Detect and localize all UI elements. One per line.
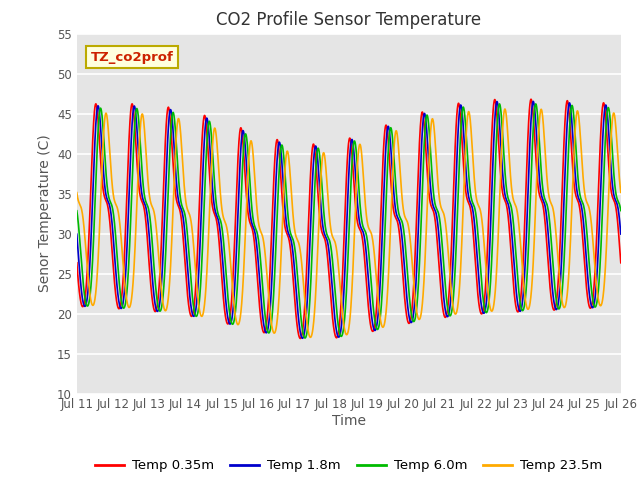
Title: CO2 Profile Sensor Temperature: CO2 Profile Sensor Temperature — [216, 11, 481, 29]
X-axis label: Time: Time — [332, 414, 366, 428]
Text: TZ_co2prof: TZ_co2prof — [90, 50, 173, 63]
Legend: Temp 0.35m, Temp 1.8m, Temp 6.0m, Temp 23.5m: Temp 0.35m, Temp 1.8m, Temp 6.0m, Temp 2… — [90, 454, 607, 478]
Y-axis label: Senor Temperature (C): Senor Temperature (C) — [38, 135, 51, 292]
